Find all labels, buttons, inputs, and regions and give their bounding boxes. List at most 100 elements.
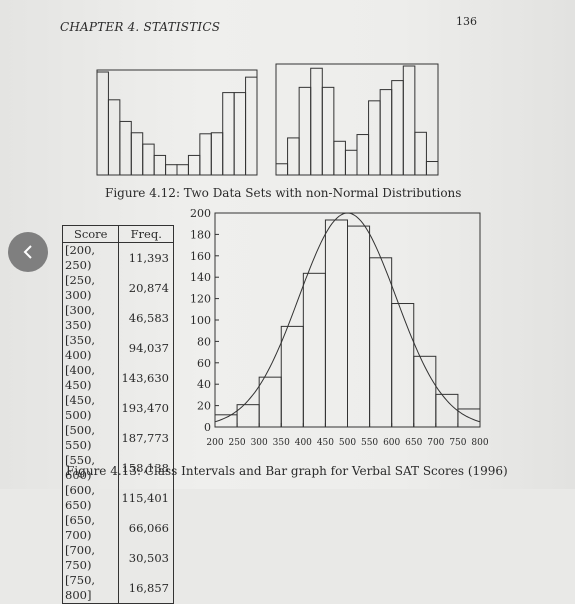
y-tick-label: 100 [190,314,211,327]
table-row: [250, 300) 20,874 [63,273,173,303]
frequency-cell: 11,393 [118,242,173,273]
table-row: [200, 250) 11,393 [63,242,173,273]
x-tick-label: 750 [449,438,466,448]
score-interval-cell: [200, 250) [65,243,96,272]
score-interval-cell: [250, 300) [65,273,96,302]
frequency-cell: 16,857 [118,573,173,603]
left-histogram-bar [210,132,224,176]
table-row: [550, 600) 158,138 [63,453,173,483]
histogram-bar [413,355,437,428]
right-histogram-bar [391,80,404,176]
frequency-cell: 30,503 [118,543,173,573]
frequency-cell: 193,470 [118,393,173,423]
score-interval-cell: [550, 600) [65,453,96,482]
right-histogram-bar [287,137,300,176]
chevron-left-icon [23,245,32,259]
score-interval-cell: [750, 800] [65,573,96,602]
chapter-header: CHAPTER 4. STATISTICS [60,20,221,34]
figure-4-13-caption: Figure 4.13: Class Intervals and Bar gra… [66,464,508,478]
x-tick-label: 250 [228,438,245,448]
y-tick-label: 140 [190,271,211,284]
x-tick-label: 800 [471,438,488,448]
table-row: [400, 450) 143,630 [63,363,173,393]
left-histogram-bar [107,99,121,176]
score-interval-cell: [300, 350) [65,303,96,332]
score-interval-cell: [650, 700) [65,513,96,542]
left-histogram-bar [245,76,258,176]
frequency-cell: 143,630 [118,363,173,393]
y-tick-label: 0 [204,421,211,434]
x-tick-label: 500 [339,438,356,448]
score-interval-cell: [350, 400) [65,333,96,362]
left-histogram-bar [199,133,212,176]
left-histogram-bar [96,71,109,176]
right-histogram-bar [310,67,323,176]
y-tick-label: 60 [197,357,211,370]
x-tick-label: 600 [383,438,400,448]
table-row: [650, 700) 66,066 [63,513,173,543]
y-tick-label: 40 [197,378,211,391]
histogram-bar [369,257,393,428]
right-histogram-bar [333,140,346,176]
table-row: [500, 550) 187,773 [63,423,173,453]
histogram-bar [302,272,326,428]
frequency-cell: 46,583 [118,303,173,333]
y-tick-label: 200 [190,207,211,220]
y-tick-label: 180 [190,228,211,241]
histogram-bar [391,303,415,428]
figures-canvas: 0 20 40 60 80 100 120 140 160 180 200 200 250 300 350 4… [96,63,489,448]
left-histogram-bar [176,164,189,176]
right-histogram-bar [402,65,416,176]
left-histogram-bar [130,132,144,176]
histogram-bar [457,408,481,428]
right-histogram-bar [425,161,439,176]
frequency-cell: 66,066 [118,513,173,543]
x-tick-label: 350 [273,438,290,448]
right-histogram-bar [344,149,358,176]
x-tick-label: 400 [295,438,312,448]
right-histogram-bar [298,86,312,176]
right-histogram-bar [414,131,427,176]
table-row: [300, 350) 46,583 [63,303,173,333]
histogram-bar [347,225,371,428]
left-histogram-bar [142,143,155,176]
class-interval-table: Score Freq. [200, 250) 11,393 [250, 300) 20… [62,225,174,604]
left-histogram-bar [165,164,178,176]
x-tick-label: 300 [251,438,268,448]
page-number: 136 [456,15,477,28]
left-histogram-frame [96,69,258,176]
score-interval-cell: [500, 550) [65,423,96,452]
histogram-bar [258,376,282,428]
table-row: [450, 500) 193,470 [63,393,173,423]
table-row: [600, 650) 115,401 [63,483,173,513]
histogram-bar [280,325,304,428]
y-tick-label: 80 [197,335,211,348]
score-header: Score [63,226,119,243]
figure-4-12-caption: Figure 4.12: Two Data Sets with non-Norm… [105,186,462,200]
y-tick-label: 160 [190,250,211,263]
frequency-cell: 20,874 [118,273,173,303]
left-histogram-bar [187,154,201,176]
table-row: [700, 750) 30,503 [63,543,173,573]
x-tick-label: 650 [405,438,422,448]
frequency-cell: 158,138 [118,453,173,483]
y-tick-label: 120 [190,293,211,306]
y-tick-label: 20 [197,400,211,413]
previous-page-button[interactable] [8,232,48,272]
right-histogram-bar [379,89,393,176]
normal-curve [214,212,481,423]
right-histogram-bar [275,163,289,176]
table-row: [750, 800] 16,857 [63,573,173,603]
frequency-cell: 115,401 [118,483,173,513]
left-histogram-bar [222,92,235,176]
frequency-cell: 187,773 [118,423,173,453]
right-histogram-bar [368,100,381,176]
right-histogram-bar [356,134,370,176]
x-tick-label: 200 [206,438,223,448]
frequency-cell: 94,037 [118,333,173,363]
left-histogram-bar [153,154,167,176]
left-histogram-bar [119,120,132,176]
histogram-bar [435,393,459,428]
histogram-bar [324,219,348,428]
